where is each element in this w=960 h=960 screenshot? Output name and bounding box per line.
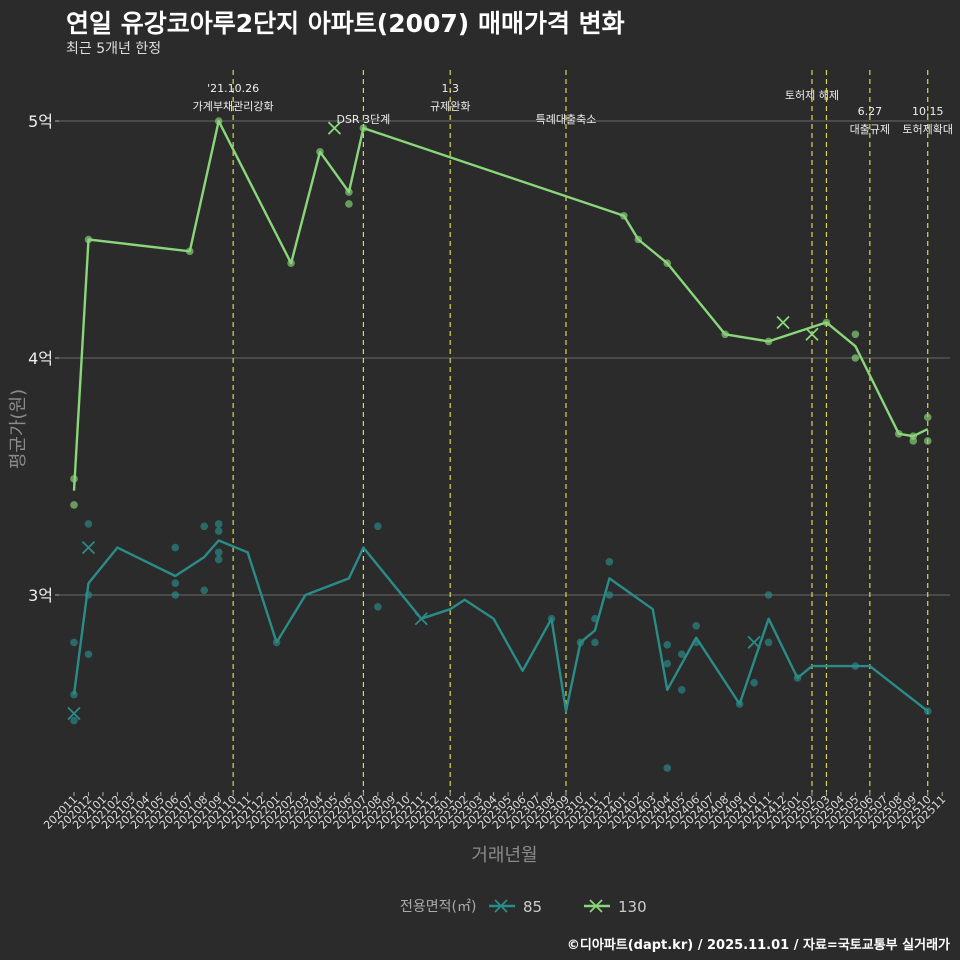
data-point-130	[316, 148, 324, 156]
data-point-130	[663, 259, 672, 268]
y-tick-label: 4억	[28, 349, 53, 368]
cross-marker-85	[747, 635, 761, 650]
data-point-85	[735, 700, 744, 708]
event-label: 가계부채관리강화	[193, 100, 274, 113]
data-point-85	[214, 520, 223, 528]
data-point-130	[359, 124, 368, 132]
y-axis-title: 평균가(원)	[8, 389, 29, 469]
series-line-130	[72, 119, 929, 491]
event-label: 토허제확대	[902, 123, 953, 136]
data-point-85	[851, 662, 860, 670]
data-point-85	[692, 638, 701, 647]
event-label: 규제완화	[430, 100, 470, 113]
data-point-85	[84, 520, 93, 528]
chart-subtitle: 최근 5개년 한정	[66, 41, 162, 57]
data-point-85	[374, 603, 382, 611]
cross-marker-130	[805, 327, 819, 341]
data-point-130	[185, 247, 194, 256]
data-point-85	[200, 586, 209, 595]
data-point-85	[374, 522, 382, 531]
event-label: 특례대출축소	[536, 113, 597, 126]
data-point-85	[677, 650, 686, 659]
cross-marker-130	[327, 121, 342, 135]
data-point-85	[171, 591, 180, 599]
data-point-85	[750, 678, 758, 687]
data-point-85	[923, 707, 932, 715]
event-label: 대출규제	[850, 123, 890, 136]
data-point-85	[591, 614, 599, 623]
data-point-85	[663, 659, 672, 668]
data-point-85	[214, 548, 223, 557]
data-point-85	[84, 650, 93, 659]
data-point-130	[894, 430, 903, 438]
data-point-130	[620, 212, 628, 220]
legend-layer: 전용면적(㎡) 85 130	[400, 898, 647, 916]
legend-title: 전용면적(㎡)	[400, 899, 476, 915]
data-point-130	[721, 330, 729, 339]
chart-title: 연일 유강코아루2단지 아파트(2007) 매매가격 변화	[66, 9, 625, 38]
cross-marker-85	[67, 706, 81, 721]
series-line-85	[72, 539, 929, 713]
data-point-130	[923, 437, 932, 445]
x-axis-title: 거래년월	[471, 845, 537, 866]
event-label: 6.27	[858, 105, 883, 118]
data-point-85	[793, 674, 802, 682]
event-label: 토허제 해제	[785, 88, 839, 102]
data-point-130	[909, 432, 918, 441]
legend-label-85: 85	[523, 898, 542, 916]
source-caption: ©디아파트(dapt.kr) / 2025.11.01 / 자료=국토교통부 실…	[566, 938, 950, 953]
data-point-85	[605, 591, 614, 599]
data-point-85	[70, 716, 78, 725]
legend-cross-130	[589, 899, 603, 913]
cross-marker-85	[81, 540, 96, 555]
data-point-85	[764, 591, 773, 599]
data-point-85	[591, 638, 599, 647]
data-point-85	[547, 614, 556, 623]
data-point-85	[663, 640, 672, 649]
data-point-85	[84, 591, 93, 599]
data-point-130	[345, 200, 353, 208]
data-point-85	[677, 686, 686, 694]
data-point-85	[200, 522, 209, 531]
data-point-85	[214, 527, 223, 535]
data-point-130	[923, 413, 932, 422]
data-point-130	[851, 330, 860, 339]
axis-layer: 3억4억5억평균가(원)2020112020122021012021022021…	[8, 112, 948, 866]
data-point-85	[692, 622, 701, 630]
data-point-85	[70, 690, 78, 699]
data-point-130	[851, 354, 860, 362]
data-point-130	[345, 188, 353, 196]
data-point-130	[70, 475, 78, 483]
data-point-85	[605, 558, 614, 566]
data-point-85	[764, 638, 773, 647]
data-point-130	[214, 117, 223, 125]
data-point-85	[70, 638, 78, 647]
data-point-130	[287, 259, 295, 268]
event-label: 10.15	[912, 105, 944, 118]
grid-layer	[59, 120, 950, 596]
series-layer	[67, 117, 932, 772]
data-point-130	[822, 318, 831, 327]
data-point-130	[764, 337, 773, 346]
cross-marker-130	[776, 315, 790, 330]
legend-cross-85	[494, 899, 508, 913]
event-label: '21.10.26	[207, 82, 259, 95]
event-label: 1.3	[441, 82, 459, 95]
data-point-85	[171, 579, 180, 587]
data-point-85	[171, 543, 180, 552]
y-tick-label: 5억	[28, 112, 53, 131]
data-point-85	[272, 638, 281, 647]
event-label: DSR 3단계	[336, 113, 390, 126]
data-point-85	[214, 555, 223, 564]
legend-label-130: 130	[618, 898, 647, 916]
data-point-85	[663, 764, 672, 772]
data-point-130	[70, 501, 78, 509]
y-tick-label: 3억	[28, 586, 53, 605]
data-point-85	[576, 638, 585, 647]
cross-marker-85	[414, 612, 428, 626]
data-point-130	[634, 235, 643, 244]
data-point-130	[84, 235, 93, 244]
